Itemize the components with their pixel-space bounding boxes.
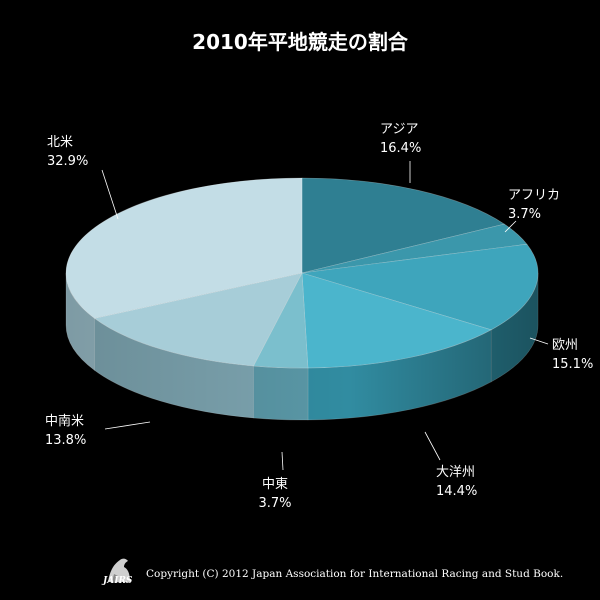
label-slice-0: アジア 16.4%	[380, 122, 421, 183]
label-slice-5: 中南米 13.8%	[45, 413, 151, 448]
leader-line	[529, 337, 549, 345]
chart-title: 2010年平地競走の割合	[192, 30, 409, 54]
copyright-text: Copyright (C) 2012 Japan Association for…	[146, 568, 564, 580]
label-slice-6: 北米 32.9%	[47, 135, 119, 220]
pie-labels: アジア 16.4% アフリカ 3.7% 欧州 15.1% 大洋州 14.4% 中東 3.7% 中南米…	[45, 122, 593, 511]
slice-name: 中東	[262, 476, 288, 492]
slice-4	[252, 271, 309, 369]
slice-name: アフリカ	[508, 188, 560, 203]
slice-value: 14.4%	[436, 484, 477, 499]
slice-name: 欧州	[552, 338, 578, 353]
slice-value: 3.7%	[258, 496, 291, 511]
slice-3	[301, 272, 492, 369]
leader-line	[424, 431, 441, 461]
slice-value: 32.9%	[47, 154, 88, 169]
leader-line	[281, 451, 284, 471]
logo-text: JAIRS	[103, 576, 133, 586]
slice-5	[93, 272, 303, 367]
slice-2	[301, 243, 539, 331]
slice-0	[301, 177, 506, 274]
pie-sides	[65, 272, 539, 421]
slice-name: 北米	[47, 135, 73, 150]
jairs-logo-icon	[108, 558, 130, 582]
label-slice-2: 欧州 15.1%	[529, 337, 593, 372]
slice-value: 13.8%	[45, 433, 86, 448]
slice-value: 16.4%	[380, 141, 421, 156]
leader-line	[104, 421, 151, 430]
slice-value: 3.7%	[508, 207, 541, 222]
slice-6	[65, 177, 303, 319]
slice-value: 15.1%	[552, 357, 593, 372]
slice-name: 中南米	[45, 413, 84, 429]
slice-name: 大洋州	[436, 465, 475, 480]
leader-line	[101, 169, 119, 220]
leader-line	[504, 220, 517, 233]
label-slice-3: 大洋州 14.4%	[424, 431, 477, 499]
label-slice-4: 中東 3.7%	[258, 451, 292, 511]
slice-1	[301, 223, 528, 274]
label-slice-1: アフリカ 3.7%	[504, 188, 560, 233]
slice-name: アジア	[380, 122, 418, 137]
side-shading	[66, 273, 538, 420]
pie-slices	[65, 177, 539, 369]
